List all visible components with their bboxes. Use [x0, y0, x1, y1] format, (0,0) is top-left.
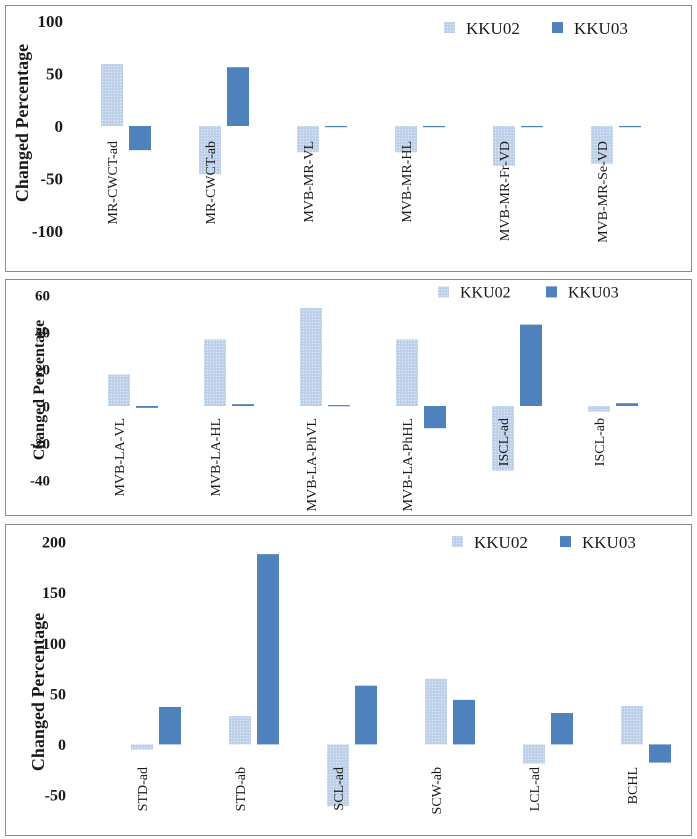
category-label: STD-ad — [136, 767, 151, 811]
y-tick-label: 200 — [42, 535, 66, 552]
y-axis-label: Changed Percentage — [12, 44, 32, 202]
legend-swatch-kku03 — [560, 536, 571, 548]
y-tick-label: 60 — [35, 288, 50, 304]
chart-3-svg: 200 150 100 50 0 -50 Changed Percentage STD-ad S… — [28, 533, 671, 814]
bar-kku03-std-ab — [257, 554, 279, 745]
bar-kku02-mr-cwct-ab — [199, 126, 221, 175]
legend-label-kku02: KKU02 — [460, 285, 511, 302]
y-tick-label: 40 — [35, 325, 50, 341]
bar-kku02-mvb-la-phvl — [300, 307, 322, 406]
bar-kku03-mvb-mr-fr-vd — [521, 126, 543, 128]
bar-kku02-mvb-la-vl — [108, 374, 130, 406]
bar-kku03-mvb-la-phhl — [424, 406, 446, 429]
y-tick-label: -40 — [30, 473, 50, 489]
bar-kku02-mvb-mr-hl — [395, 126, 417, 153]
bar-kku02-lcl-ad — [523, 744, 545, 764]
y-tick-label: 100 — [42, 636, 66, 653]
bar-kku02-mvb-la-hl — [204, 339, 226, 406]
category-label: MVB-LA-VL — [113, 418, 128, 497]
bar-kku03-bchl — [649, 744, 671, 763]
bar-kku02-mr-cwct-ad — [101, 64, 123, 126]
legend-swatch-kku03 — [546, 286, 557, 298]
bar-kku02-std-ab — [229, 716, 251, 745]
chart-1-svg: 100 50 0 -50 -100 Changed Percentage MR-CWCT-a… — [12, 12, 641, 243]
legend-label-kku03: KKU03 — [574, 19, 628, 38]
category-label: MVB-LA-HL — [209, 418, 224, 497]
bar-kku03-mvb-la-phvl — [328, 405, 350, 407]
bar-kku02-std-ad — [131, 744, 153, 750]
bar-kku02-scl-ad — [327, 744, 349, 807]
bar-kku02-iscl-ad — [492, 406, 514, 471]
legend-swatch-kku02 — [438, 286, 449, 298]
bar-kku03-lcl-ad — [551, 713, 573, 745]
y-tick-label: 150 — [42, 585, 66, 602]
bar-kku03-mvb-la-hl — [232, 404, 254, 406]
bar-kku03-mr-cwct-ab — [227, 67, 249, 126]
category-label: MR-CWCT-ab — [204, 141, 219, 224]
bar-kku02-mvb-mr-vl — [297, 126, 319, 153]
bar-kku03-mvb-mr-se-vd — [619, 126, 641, 128]
legend-label-kku02: KKU02 — [474, 533, 528, 552]
bar-kku03-mvb-mr-hl — [423, 126, 445, 128]
y-axis-label: Changed Percentage — [31, 320, 48, 461]
y-tick-label: -100 — [32, 222, 63, 241]
bar-kku02-mvb-la-phhl — [396, 339, 418, 406]
category-label: MVB-LA-PhHL — [401, 418, 416, 511]
y-tick-label: 0 — [55, 117, 64, 136]
category-label: SCL-ad — [332, 767, 347, 811]
category-label: ISCL-ab — [593, 418, 608, 466]
category-label: MVB-MR-Se-VD — [596, 141, 611, 243]
category-label: ISCL-ad — [497, 418, 512, 466]
category-label: MVB-MR-Fr-VD — [498, 141, 513, 241]
bar-kku02-mvb-mr-fr-vd — [493, 126, 515, 166]
y-tick-label: -50 — [45, 788, 66, 805]
bar-kku03-iscl-ad — [520, 324, 542, 406]
bar-kku03-scl-ad — [355, 685, 377, 745]
y-tick-label: 100 — [38, 12, 64, 31]
legend-label-kku02: KKU02 — [466, 19, 520, 38]
bar-kku03-mvb-la-vl — [136, 406, 158, 408]
y-tick-label: -50 — [40, 169, 63, 188]
bar-kku02-mvb-mr-se-vd — [591, 126, 613, 164]
category-label: MR-CWCT-ad — [106, 141, 121, 224]
legend-label-kku03: KKU03 — [568, 285, 619, 302]
legend-swatch-kku02 — [444, 22, 455, 34]
chart-panel-2: 60 40 20 0 -20 -40 Changed Percentage MVB-LA-VL… — [5, 279, 692, 516]
y-axis-label: Changed Percentage — [28, 613, 48, 771]
category-label: BCHL — [626, 767, 641, 804]
y-tick-label: 0 — [43, 399, 51, 415]
y-tick-label: 50 — [50, 686, 66, 703]
y-tick-label: 0 — [58, 737, 66, 754]
chart-panel-3: 200 150 100 50 0 -50 Changed Percentage STD-ad S… — [5, 524, 692, 836]
category-label: MVB-LA-PhVL — [305, 418, 320, 511]
bar-kku03-mr-cwct-ad — [129, 126, 151, 151]
y-tick-label: 50 — [46, 64, 63, 83]
y-tick-label: 20 — [35, 362, 50, 378]
legend-swatch-kku02 — [452, 536, 463, 548]
category-label: MVB-MR-VL — [302, 141, 317, 223]
legend-swatch-kku03 — [552, 22, 563, 34]
category-label: LCL-ad — [528, 767, 543, 811]
chart-panel-1: 100 50 0 -50 -100 Changed Percentage MR-CWCT-a… — [5, 5, 692, 272]
category-label: SCW-ab — [430, 767, 445, 814]
y-tick-label: -20 — [30, 436, 50, 452]
bar-kku03-mvb-mr-vl — [325, 126, 347, 128]
bar-kku03-iscl-ab — [616, 403, 638, 406]
bar-kku03-scw-ab — [453, 699, 475, 745]
bar-kku03-std-ad — [159, 706, 181, 745]
category-label: MVB-MR-HL — [400, 141, 415, 223]
category-label: STD-ab — [234, 767, 249, 811]
legend-label-kku03: KKU03 — [582, 533, 636, 552]
bar-kku02-scw-ab — [425, 678, 447, 745]
bar-kku02-bchl — [621, 705, 643, 745]
bar-kku02-iscl-ab — [588, 406, 610, 412]
chart-2-svg: 60 40 20 0 -20 -40 Changed Percentage MVB-LA-VL… — [30, 285, 638, 511]
